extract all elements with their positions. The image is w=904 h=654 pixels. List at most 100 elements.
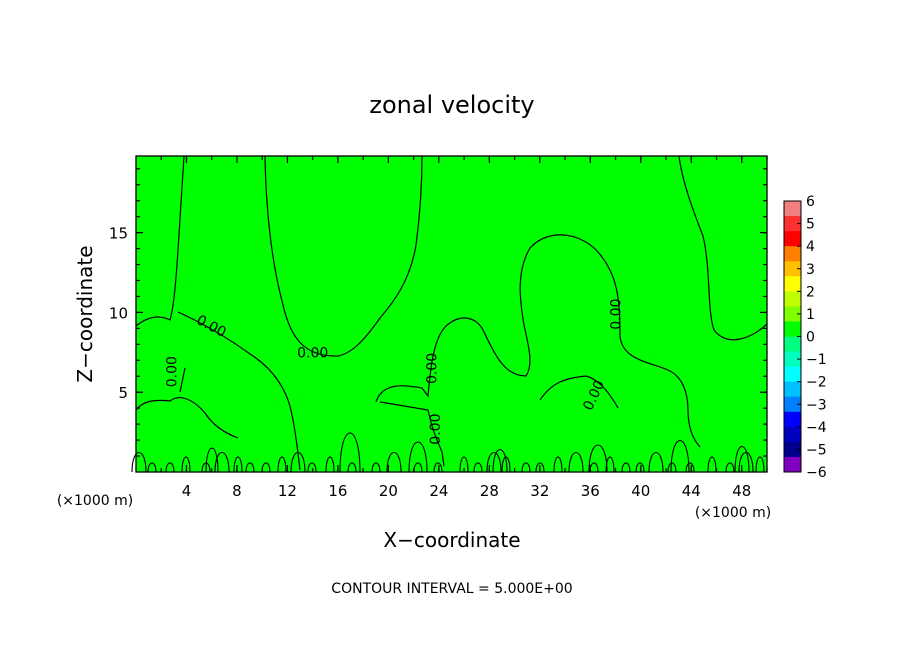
colorbar-swatch [784, 426, 801, 443]
colorbar-swatch [784, 306, 801, 322]
contour-line [165, 462, 175, 473]
contour-labels: 0.000.000.00 0.000.000.000.00 [164, 299, 624, 445]
x-tick-label: 20 [379, 482, 398, 500]
x-tick-label: 4 [182, 482, 192, 500]
colorbar-tick-label: 1 [806, 307, 815, 323]
contour-line [264, 155, 423, 357]
colorbar-swatch [784, 261, 801, 277]
colorbar-swatch [784, 246, 801, 262]
chart-title: zonal velocity [369, 91, 534, 119]
contour-line [568, 452, 584, 473]
contour-line [135, 397, 239, 439]
contour-lines [135, 155, 768, 471]
contour-line [486, 452, 502, 473]
plot-frame [135, 155, 768, 473]
contour-line [147, 462, 157, 473]
contour-label: 0.00 [297, 345, 328, 361]
contour-line [707, 456, 717, 473]
contour-line [233, 456, 243, 473]
x-tick-label: 44 [682, 482, 701, 500]
x-tick-label: 40 [631, 482, 650, 500]
colorbar-tick-label: −4 [806, 420, 827, 436]
colorbar-tick-label: −3 [806, 397, 827, 413]
contour-line [375, 234, 701, 448]
colorbar-swatch [784, 366, 801, 383]
colorbar-swatch [784, 231, 801, 247]
contour-line [339, 432, 361, 473]
contour-line [179, 367, 186, 393]
contour-line [605, 456, 615, 473]
colorbar-swatch [784, 351, 801, 368]
colorbar-tick-label: 2 [806, 284, 815, 300]
colorbar-swatch [784, 441, 801, 458]
x-tick-label: 24 [429, 482, 448, 500]
x-tick-label: 36 [581, 482, 600, 500]
contour-line [678, 155, 768, 341]
contour-line [621, 462, 631, 473]
contour-line [670, 440, 690, 473]
near-surface-contours [131, 432, 765, 473]
x-tick-label: 8 [232, 482, 242, 500]
contour-line [473, 462, 483, 473]
contour-label: 0.00 [428, 414, 444, 445]
colorbar-tick-label: 3 [806, 262, 815, 278]
colorbar-swatch [784, 291, 801, 307]
contour-line [725, 462, 735, 473]
contour-label: 0.00 [424, 353, 440, 384]
contour-line [135, 155, 185, 327]
contour-line [492, 449, 508, 473]
colorbar-tick-label: 6 [806, 194, 815, 210]
contour-line [755, 456, 765, 473]
colorbar-swatch [784, 201, 801, 217]
x-tick-label: 48 [732, 482, 751, 500]
colorbar-tick-label: 4 [806, 239, 815, 255]
contour-line [738, 452, 754, 473]
contour-line [539, 375, 619, 409]
contour-line [635, 462, 645, 473]
y-tick-label: 10 [109, 304, 128, 322]
contour-line [325, 456, 335, 473]
contour-line [245, 462, 255, 473]
contour-line [205, 447, 219, 473]
contour-line [307, 462, 317, 473]
contour-line [371, 462, 381, 473]
colorbar-tick-label: −5 [806, 442, 827, 458]
contour-line [535, 462, 545, 473]
colorbar-swatch [784, 381, 801, 398]
contour-line [553, 456, 563, 473]
colorbar-swatch [784, 456, 801, 473]
x-tick-label: 32 [530, 482, 549, 500]
colorbar-tick-label: 0 [806, 330, 815, 346]
axis-ticks [136, 156, 768, 472]
contour-interval-note: CONTOUR INTERVAL = 5.000E+00 [331, 581, 572, 597]
contour-line [588, 444, 608, 473]
x-unit-left: (×1000 m) [57, 493, 133, 509]
x-axis-label: X−coordinate [383, 528, 520, 552]
colorbar-swatch [784, 321, 801, 337]
x-tick-label: 16 [328, 482, 347, 500]
contour-line [177, 311, 301, 471]
contour-line [181, 456, 191, 473]
colorbar-tick-label: −6 [806, 465, 827, 481]
colorbar-swatch [784, 276, 801, 292]
y-tick-label: 5 [118, 384, 128, 402]
velocity-field [136, 156, 767, 472]
plot-area: 0.000.000.00 0.000.000.000.00 4 8 12 16 20 24 2… [109, 155, 768, 500]
contour-line [214, 452, 230, 473]
y-tick-label: 15 [109, 225, 128, 243]
colorbar-swatch [784, 396, 801, 413]
contour-label: 0.00 [609, 299, 625, 330]
colorbar-swatch [784, 216, 801, 232]
contour-line [277, 456, 287, 473]
x-tick-label: 28 [480, 482, 499, 500]
y-axis-label: Z−coordinate [73, 245, 97, 382]
contour-line [648, 452, 664, 473]
contour-line [501, 456, 511, 473]
contour-line [734, 445, 750, 473]
colorbar-swatch [784, 411, 801, 428]
contour-line [386, 452, 402, 473]
contour-line [433, 462, 443, 473]
colorbar-tick-label: −2 [806, 375, 827, 391]
